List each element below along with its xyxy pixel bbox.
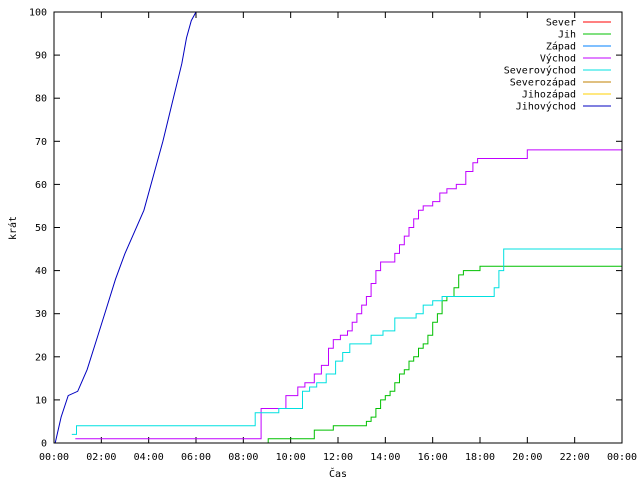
x-tick-label: 14:00	[370, 452, 400, 463]
y-tick-label: 100	[29, 8, 47, 19]
x-axis-label: Čas	[329, 467, 347, 480]
x-tick-label: 12:00	[323, 452, 353, 463]
series-line-jih	[267, 265, 622, 443]
y-tick-label: 30	[35, 309, 47, 320]
y-tick-label: 60	[35, 180, 47, 191]
x-tick-label: 08:00	[228, 452, 258, 463]
series-line-severovychod	[71, 248, 622, 435]
x-tick-label: 16:00	[418, 452, 448, 463]
legend-label: Východ	[540, 53, 576, 65]
x-tick-label: 02:00	[86, 452, 116, 463]
series-line-jihovychod	[54, 12, 197, 443]
x-tick-label: 10:00	[276, 452, 306, 463]
x-tick-label: 06:00	[181, 452, 211, 463]
y-tick-label: 20	[35, 352, 47, 363]
y-tick-label: 70	[35, 137, 47, 148]
legend-label: Jihozápad	[522, 89, 576, 101]
legend-label: Jihovýchod	[516, 101, 576, 113]
y-tick-label: 40	[35, 266, 47, 277]
x-tick-label: 04:00	[134, 452, 164, 463]
legend-label: Severovýchod	[504, 65, 576, 77]
legend-label: Sever	[546, 18, 576, 29]
y-axis-label: krát	[7, 216, 19, 240]
x-tick-label: 00:00	[39, 452, 69, 463]
x-tick-label: 22:00	[560, 452, 590, 463]
legend-label: Jih	[558, 30, 576, 41]
x-tick-label: 18:00	[465, 452, 495, 463]
y-tick-label: 10	[35, 395, 47, 406]
y-tick-label: 90	[35, 51, 47, 62]
series-layer	[54, 12, 622, 443]
x-tick-label: 20:00	[512, 452, 542, 463]
x-tick-label: 00:00	[607, 452, 637, 463]
y-tick-label: 50	[35, 223, 47, 234]
series-line-vychod	[75, 149, 622, 440]
y-tick-label: 80	[35, 94, 47, 105]
x-ticks: 00:00 02:00 04:00 06:00 08:00 10:00 12:00 14:00…	[39, 12, 637, 463]
plot-frame	[53, 11, 623, 444]
legend-label: Severozápad	[510, 77, 576, 89]
legend-label: Západ	[546, 41, 576, 53]
y-ticks: 0 10 20 30 40 50 60 70 80 90 100	[29, 8, 622, 450]
y-tick-label: 0	[41, 439, 47, 450]
legend: SeverJihZápadVýchodSeverovýchodSeverozáp…	[504, 18, 611, 113]
